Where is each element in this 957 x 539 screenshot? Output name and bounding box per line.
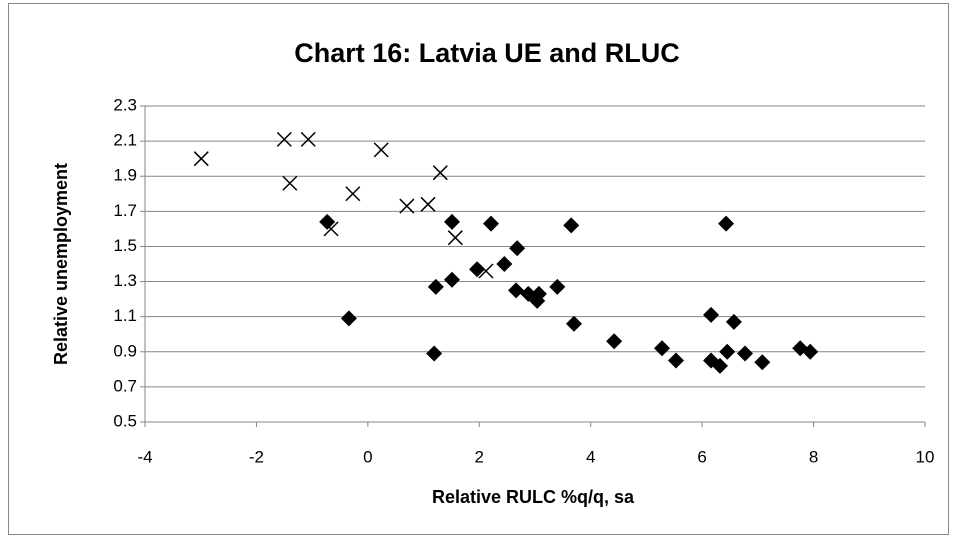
x-tick-label: 6 bbox=[697, 447, 706, 466]
diamond-marker bbox=[737, 345, 754, 362]
diamond-marker bbox=[703, 306, 720, 323]
y-tick-label: 1.3 bbox=[113, 271, 137, 290]
diamond-marker bbox=[606, 333, 623, 350]
diamond-marker bbox=[427, 278, 444, 295]
x-marker bbox=[373, 142, 389, 158]
y-tick-label: 0.7 bbox=[113, 376, 137, 395]
x-marker bbox=[420, 196, 436, 212]
chart-title: Chart 16: Latvia UE and RLUC bbox=[294, 38, 680, 68]
diamond-marker bbox=[319, 213, 336, 230]
x-tick-label: 0 bbox=[363, 447, 372, 466]
x-axis-label: Relative RULC %q/q, sa bbox=[432, 487, 635, 507]
y-tick-label: 0.5 bbox=[113, 411, 137, 430]
y-tick-label: 1.9 bbox=[113, 166, 137, 185]
x-marker bbox=[300, 131, 316, 147]
diamond-marker bbox=[718, 215, 735, 232]
x-marker bbox=[432, 165, 448, 181]
diamond-marker bbox=[482, 215, 499, 232]
diamond-marker bbox=[469, 261, 486, 278]
x-marker bbox=[447, 230, 463, 246]
diamond-marker bbox=[725, 313, 742, 330]
diamond-marker bbox=[719, 343, 736, 360]
x-marker bbox=[276, 131, 292, 147]
diamond-marker bbox=[566, 315, 582, 332]
x-marker bbox=[193, 151, 209, 167]
x-marker bbox=[282, 175, 298, 191]
diamond-marker bbox=[530, 285, 547, 302]
diamond-marker bbox=[443, 271, 460, 288]
x-tick-label: 10 bbox=[916, 447, 935, 466]
diamond-marker bbox=[496, 256, 513, 272]
y-tick-label: 1.1 bbox=[113, 306, 137, 325]
x-tick-label: 4 bbox=[586, 447, 595, 466]
x-marker bbox=[345, 186, 361, 202]
y-tick-label: 1.5 bbox=[113, 236, 137, 255]
y-tick-label: 2.1 bbox=[113, 131, 137, 150]
diamond-marker bbox=[340, 310, 357, 327]
diamond-marker bbox=[426, 345, 443, 362]
diamond-marker bbox=[509, 240, 526, 257]
x-tick-label: 2 bbox=[475, 447, 484, 466]
diamond-marker bbox=[549, 278, 566, 295]
diamond-marker bbox=[563, 217, 580, 234]
x-tick-label: -4 bbox=[137, 447, 152, 466]
diamond-marker bbox=[711, 357, 728, 374]
y-tick-label: 0.9 bbox=[113, 341, 137, 360]
x-tick-label: -2 bbox=[249, 447, 264, 466]
diamond-marker bbox=[754, 354, 771, 371]
x-marker bbox=[399, 198, 415, 214]
diamond-marker bbox=[667, 352, 684, 369]
diamond-marker bbox=[654, 340, 671, 357]
diamond-marker bbox=[802, 343, 819, 360]
diamond-marker bbox=[508, 282, 525, 299]
y-tick-label: 2.3 bbox=[113, 95, 137, 114]
y-tick-label: 1.7 bbox=[113, 201, 137, 220]
x-tick-label: 8 bbox=[809, 447, 818, 466]
y-axis-label: Relative unemployment bbox=[51, 163, 71, 365]
diamond-marker bbox=[443, 213, 460, 230]
